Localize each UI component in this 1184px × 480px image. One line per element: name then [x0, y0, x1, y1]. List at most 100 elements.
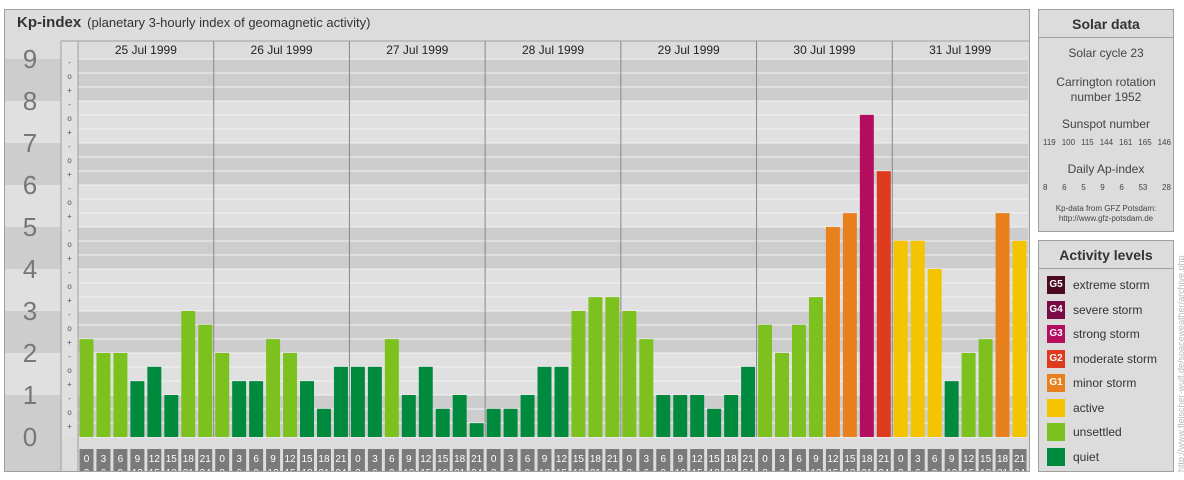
ap-index-value: 53 [1138, 183, 1148, 192]
interval-end-label: 18 [844, 468, 856, 471]
interval-end-label: 12 [132, 468, 144, 471]
interval-end-label: 24 [607, 468, 619, 471]
interval-start-label: 18 [861, 454, 873, 465]
legend-item: G2 moderate storm [1047, 349, 1157, 369]
interval-box [503, 449, 518, 471]
interval-box [876, 449, 891, 471]
kp-bar [367, 366, 382, 437]
kp-bar [266, 339, 281, 437]
kp-bar [775, 353, 789, 437]
kp-bar [79, 339, 94, 437]
interval-start-label: 15 [301, 454, 313, 465]
interval-box [232, 449, 247, 471]
sub-tick-label: - [68, 100, 71, 109]
interval-end-label: 9 [253, 468, 259, 471]
interval-start-label: 6 [525, 454, 531, 465]
legend-label: severe storm [1073, 302, 1143, 317]
sub-tick-label: o [67, 198, 72, 207]
interval-box [571, 449, 586, 471]
interval-box [741, 449, 756, 471]
day-label: 30 Jul 1999 [793, 43, 855, 57]
interval-end-label: 3 [84, 468, 90, 471]
interval-start-label: 15 [844, 454, 856, 465]
interval-end-label: 15 [420, 468, 432, 471]
data-source-link[interactable]: http://www.gfz-potsdam.de [1058, 214, 1154, 223]
y-label-band [5, 59, 61, 101]
interval-box [1012, 449, 1027, 471]
interval-box [775, 449, 789, 471]
interval-end-label: 6 [644, 468, 650, 471]
interval-box [520, 449, 535, 471]
interval-end-label: 3 [219, 468, 225, 471]
kp-bar [808, 297, 823, 437]
kp-bar [503, 408, 518, 437]
kp-bar [215, 353, 230, 437]
y-label-band [5, 101, 61, 143]
kp-bar [910, 240, 925, 437]
interval-start-label: 0 [219, 454, 225, 465]
ap-index-label: Daily Ap-index [1067, 162, 1145, 176]
sub-tick-label: + [67, 338, 72, 347]
interval-start-label: 15 [166, 454, 178, 465]
interval-box [707, 449, 722, 471]
interval-end-label: 24 [743, 468, 755, 471]
interval-box [283, 449, 298, 471]
kp-bar [927, 269, 942, 437]
carrington-rotation-line2: number 1952 [1070, 90, 1142, 104]
sub-tick-label: + [67, 422, 72, 431]
interval-box [639, 449, 654, 471]
kp-bar [571, 311, 586, 437]
day-label: 26 Jul 1999 [251, 43, 313, 57]
interval-end-label: 15 [963, 468, 975, 471]
y-label-band [5, 227, 61, 269]
legend-swatch [1047, 423, 1065, 441]
interval-end-label: 18 [166, 468, 178, 471]
kp-bar [537, 366, 552, 437]
interval-start-label: 15 [573, 454, 585, 465]
interval-end-label: 21 [590, 468, 602, 471]
interval-box [995, 449, 1010, 471]
interval-box [859, 449, 874, 471]
kp-bar [232, 381, 247, 437]
interval-box [808, 449, 823, 471]
interval-start-label: 3 [915, 454, 921, 465]
sunspot-value: 165 [1138, 138, 1152, 147]
sub-tick-label: + [67, 254, 72, 263]
y-tick-label: 9 [23, 44, 37, 74]
legend-label: unsettled [1073, 425, 1122, 439]
kp-bar [486, 408, 501, 437]
kp-bar [961, 353, 976, 437]
interval-end-label: 6 [236, 468, 242, 471]
interval-end-label: 21 [726, 468, 738, 471]
interval-end-label: 15 [284, 468, 296, 471]
sub-tick-label: + [67, 170, 72, 179]
kp-bar [452, 395, 467, 437]
interval-start-label: 0 [898, 454, 904, 465]
kp-bar [944, 381, 959, 437]
legend-label: quiet [1073, 449, 1100, 464]
y-tick-label: 1 [23, 380, 37, 410]
y-tick-label: 4 [23, 254, 37, 284]
interval-start-label: 12 [420, 454, 432, 465]
y-tick-label: 5 [23, 212, 37, 242]
sub-tick-label: - [68, 268, 71, 277]
sub-tick-label: - [68, 226, 71, 235]
interval-box [656, 449, 671, 471]
chart-subtitle: (planetary 3-hourly index of geomagnetic… [87, 15, 371, 30]
interval-end-label: 21 [183, 468, 195, 471]
interval-start-label: 18 [183, 454, 195, 465]
interval-end-label: 12 [810, 468, 822, 471]
kp-bar [164, 395, 179, 437]
kp-bar [469, 423, 484, 437]
interval-end-label: 15 [149, 468, 161, 471]
interval-box [537, 449, 552, 471]
sub-tick-label: o [67, 156, 72, 165]
kp-bar [656, 395, 671, 437]
interval-start-label: 12 [149, 454, 161, 465]
interval-box [367, 449, 382, 471]
y-label-band [5, 311, 61, 353]
kp-bar [825, 227, 840, 437]
kp-bar [859, 114, 874, 438]
sunspot-value: 119 [1043, 138, 1056, 147]
